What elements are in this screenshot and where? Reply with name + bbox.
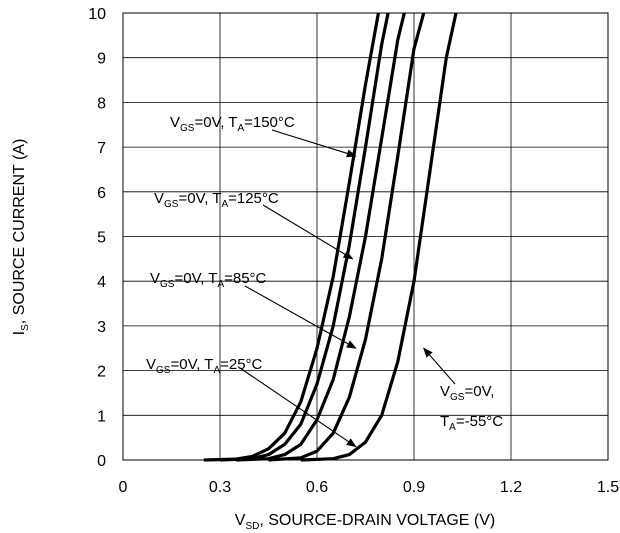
y-tick-label: 7 (97, 140, 106, 157)
x-tick-label: 0.6 (306, 479, 328, 496)
x-tick-label: 1.2 (500, 479, 522, 496)
y-tick-label: 6 (97, 185, 106, 202)
annotation-arrow (271, 129, 357, 158)
y-tick-label: 0 (97, 453, 106, 470)
y-tick-label: 10 (88, 6, 106, 23)
y-tick-label: 2 (97, 364, 106, 381)
annotation-arrow (423, 347, 456, 385)
annotation-label: VGS=0V, (440, 383, 494, 403)
plot-frame (122, 12, 609, 461)
y-tick-label: 9 (97, 51, 106, 68)
y-axis-title: IS, SOURCE CURRENT (A) (11, 139, 31, 336)
y-tick-label: 1 (97, 408, 106, 425)
series-layer (203, 12, 458, 462)
series-line-1 (219, 12, 390, 462)
y-tick-label: 3 (97, 319, 106, 336)
annotation-label: VGS=0V, TA=125°C (154, 190, 279, 210)
x-tick-label: 0.3 (209, 479, 231, 496)
x-tick-label: 1.5 (597, 479, 619, 496)
series-line-4 (300, 12, 458, 462)
annotation-arrow (244, 285, 357, 349)
y-tick-label: 8 (97, 95, 106, 112)
annotation-label: VGS=0V, TA=85°C (150, 270, 267, 290)
annotations: VGS=0V, TA=150°C VGS=0V, TA=125°C VGS=0V, … (146, 114, 503, 448)
series-line-3 (268, 12, 426, 462)
annotation-label: VGS=0V, TA=25°C (146, 356, 263, 376)
y-tick-label: 4 (97, 274, 106, 291)
x-tick-labels: 0 0.3 0.6 0.9 1.2 1.5 (119, 479, 620, 496)
y-tick-labels: 0 1 2 3 4 5 6 7 8 9 10 (88, 6, 106, 470)
annotation-label: VGS=0V, TA=150°C (170, 114, 295, 134)
x-tick-label: 0 (119, 479, 128, 496)
x-tick-label: 0.9 (403, 479, 425, 496)
series-line-2 (236, 12, 406, 462)
x-axis-title: VSD, SOURCE-DRAIN VOLTAGE (V) (235, 512, 495, 532)
annotation-label: TA=-55°C (440, 413, 503, 433)
annotation-arrow (239, 367, 357, 448)
y-tick-label: 5 (97, 230, 106, 247)
annotation-arrow (262, 204, 354, 260)
